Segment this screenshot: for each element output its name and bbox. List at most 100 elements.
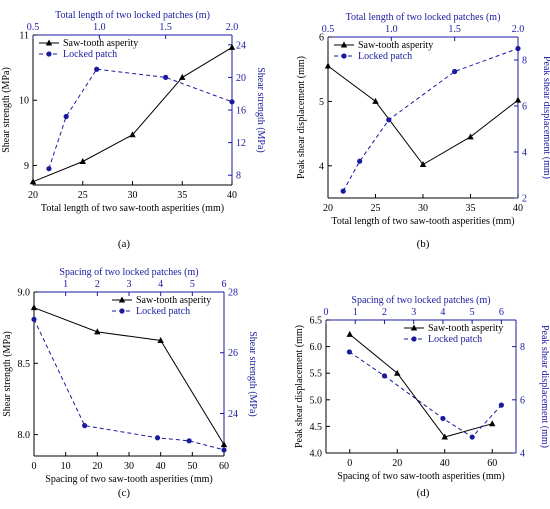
chart-panel: 20 25 30 35 40 0.5 1.0 1.5 2.0 4 5 6 2 4 6 8 Total lengt…: [296, 12, 550, 250]
x-tick-label: 20: [92, 461, 102, 472]
y-tick-label: 6.0: [310, 342, 323, 353]
series-line: [349, 351, 502, 438]
x-tick-label: 30: [124, 461, 134, 472]
data-point-triangle: [79, 158, 86, 165]
data-point-triangle: [441, 433, 448, 440]
y-axis-title: Peak shear displacement (mm): [296, 56, 307, 179]
y-tick-label: 10: [19, 96, 29, 107]
y-tick-label: 9.0: [18, 288, 31, 299]
y2-tick-label: 12: [236, 138, 246, 149]
legend-label: Saw-tooth asperity: [428, 323, 503, 334]
y-tick-label: 4: [319, 161, 324, 172]
x-tick-label: 60: [487, 458, 497, 469]
y-tick-label: 6.5: [310, 316, 323, 327]
legend-label: Saw-tooth asperity: [358, 40, 433, 51]
y2-tick-label: 28: [228, 288, 238, 299]
x-tick-label: 30: [128, 190, 138, 201]
x-tick-label: 40: [440, 458, 450, 469]
data-point-triangle: [372, 97, 379, 104]
x2-axis-title: Total length of two locked patches (m): [55, 10, 210, 21]
y2-tick-label: 26: [228, 348, 238, 359]
legend-label: Locked patch: [358, 51, 412, 62]
data-point-triangle: [179, 73, 186, 80]
data-point-circle: [346, 349, 352, 355]
legend-marker: [340, 41, 348, 48]
panel-caption: (a): [118, 238, 131, 250]
series-line: [327, 65, 519, 166]
y2-tick-label: 24: [228, 409, 238, 420]
x-tick-label: 20: [392, 458, 402, 469]
x-tick-label: 50: [187, 461, 197, 472]
x-tick-label: 35: [466, 203, 476, 214]
x-tick-label: 35: [177, 190, 187, 201]
data-point-circle: [381, 373, 388, 379]
x2-tick-label: 4: [440, 307, 445, 318]
legend-marker: [411, 336, 417, 342]
x-tick-label: 40: [156, 461, 166, 472]
data-point-circle: [340, 188, 346, 194]
x-tick-label: 30: [418, 203, 428, 214]
y-axis-title: Shear strength (MPa): [2, 331, 13, 417]
x2-tick-label: 0: [324, 307, 329, 318]
legend-marker: [118, 296, 126, 303]
data-point-triangle: [228, 43, 236, 50]
chart-panel: 0 20 40 60 0 1 2 3 4 5 6 4.0 4.5 5.0 5.5 6.0 6.5 4 6 8 Spaci…: [294, 295, 550, 499]
y-tick-label: 5.5: [310, 369, 323, 380]
x2-tick-label: 1.0: [385, 24, 398, 35]
x-tick-label: 20: [323, 203, 333, 214]
x-tick-label: 0: [347, 458, 352, 469]
data-point-triangle: [467, 133, 474, 140]
series-line: [32, 46, 233, 183]
x2-tick-label: 6: [499, 307, 504, 318]
data-point-circle: [440, 415, 446, 422]
legend-label: Saw-tooth asperity: [136, 295, 211, 306]
y-tick-label: 8.5: [18, 359, 31, 370]
x2-tick-label: 5: [190, 279, 195, 290]
data-point-triangle: [94, 328, 101, 335]
x2-tick-label: 2: [95, 279, 100, 290]
panel-caption: (c): [118, 487, 131, 499]
y2-axis-title: Peak shear displacement (mm): [541, 56, 550, 179]
y2-axis-title: Shear strength (MPa): [255, 67, 266, 153]
data-point-circle: [154, 435, 161, 441]
x2-tick-label: 1.0: [93, 22, 106, 33]
data-point-circle: [46, 166, 52, 172]
x2-tick-label: 3: [411, 307, 416, 318]
y2-tick-label: 8: [236, 171, 241, 182]
chart-panel: 20 25 30 35 40 0.5 1.0 1.5 2.0 9 10 11 8 12 16 20 24 Tota…: [1, 10, 266, 250]
y-tick-label: 11: [19, 31, 29, 42]
x-axis-title: Spacing of two saw-tooth asperities (mm): [45, 474, 212, 485]
legend-label: Locked patch: [136, 306, 190, 317]
y-tick-label: 8.0: [18, 430, 31, 441]
x2-axis-title: Spacing of two locked patches (m): [351, 295, 490, 306]
x2-tick-label: 3: [127, 279, 132, 290]
legend-label: Locked patch: [63, 49, 117, 60]
x2-tick-label: 1: [353, 307, 358, 318]
data-point-circle: [357, 158, 363, 164]
x-tick-label: 20: [28, 190, 38, 201]
data-point-triangle: [30, 304, 38, 311]
y2-tick-label: 20: [236, 73, 246, 84]
x2-tick-label: 0.5: [322, 24, 335, 35]
x2-tick-label: 1.5: [159, 22, 172, 33]
x2-tick-label: 2: [382, 307, 387, 318]
x2-axis-title: Spacing of two locked patches (m): [59, 267, 198, 278]
data-point-circle: [386, 117, 392, 123]
data-point-triangle: [514, 96, 522, 103]
y2-tick-label: 4: [520, 449, 525, 460]
data-point-circle: [498, 402, 504, 408]
x-tick-label: 25: [78, 190, 88, 201]
x-axis-title: Total length of two saw-tooth asperities…: [331, 216, 514, 227]
y2-axis-title: Shear strength (MPa): [247, 331, 258, 417]
y-tick-label: 5: [319, 97, 324, 108]
y-tick-label: 4.5: [310, 422, 323, 433]
x-tick-label: 0: [32, 461, 37, 472]
legend-label: Locked patch: [428, 334, 482, 345]
data-point-triangle: [346, 330, 353, 337]
y2-tick-label: 6: [520, 395, 525, 406]
y2-tick-label: 8: [520, 342, 525, 353]
x2-tick-label: 2.0: [226, 22, 239, 33]
chart-panel: 0 10 20 30 40 50 60 1 2 3 4 5 6 8.0 8.5 9.0 24 26 28 Spacin…: [2, 267, 258, 499]
data-point-circle: [186, 438, 192, 444]
